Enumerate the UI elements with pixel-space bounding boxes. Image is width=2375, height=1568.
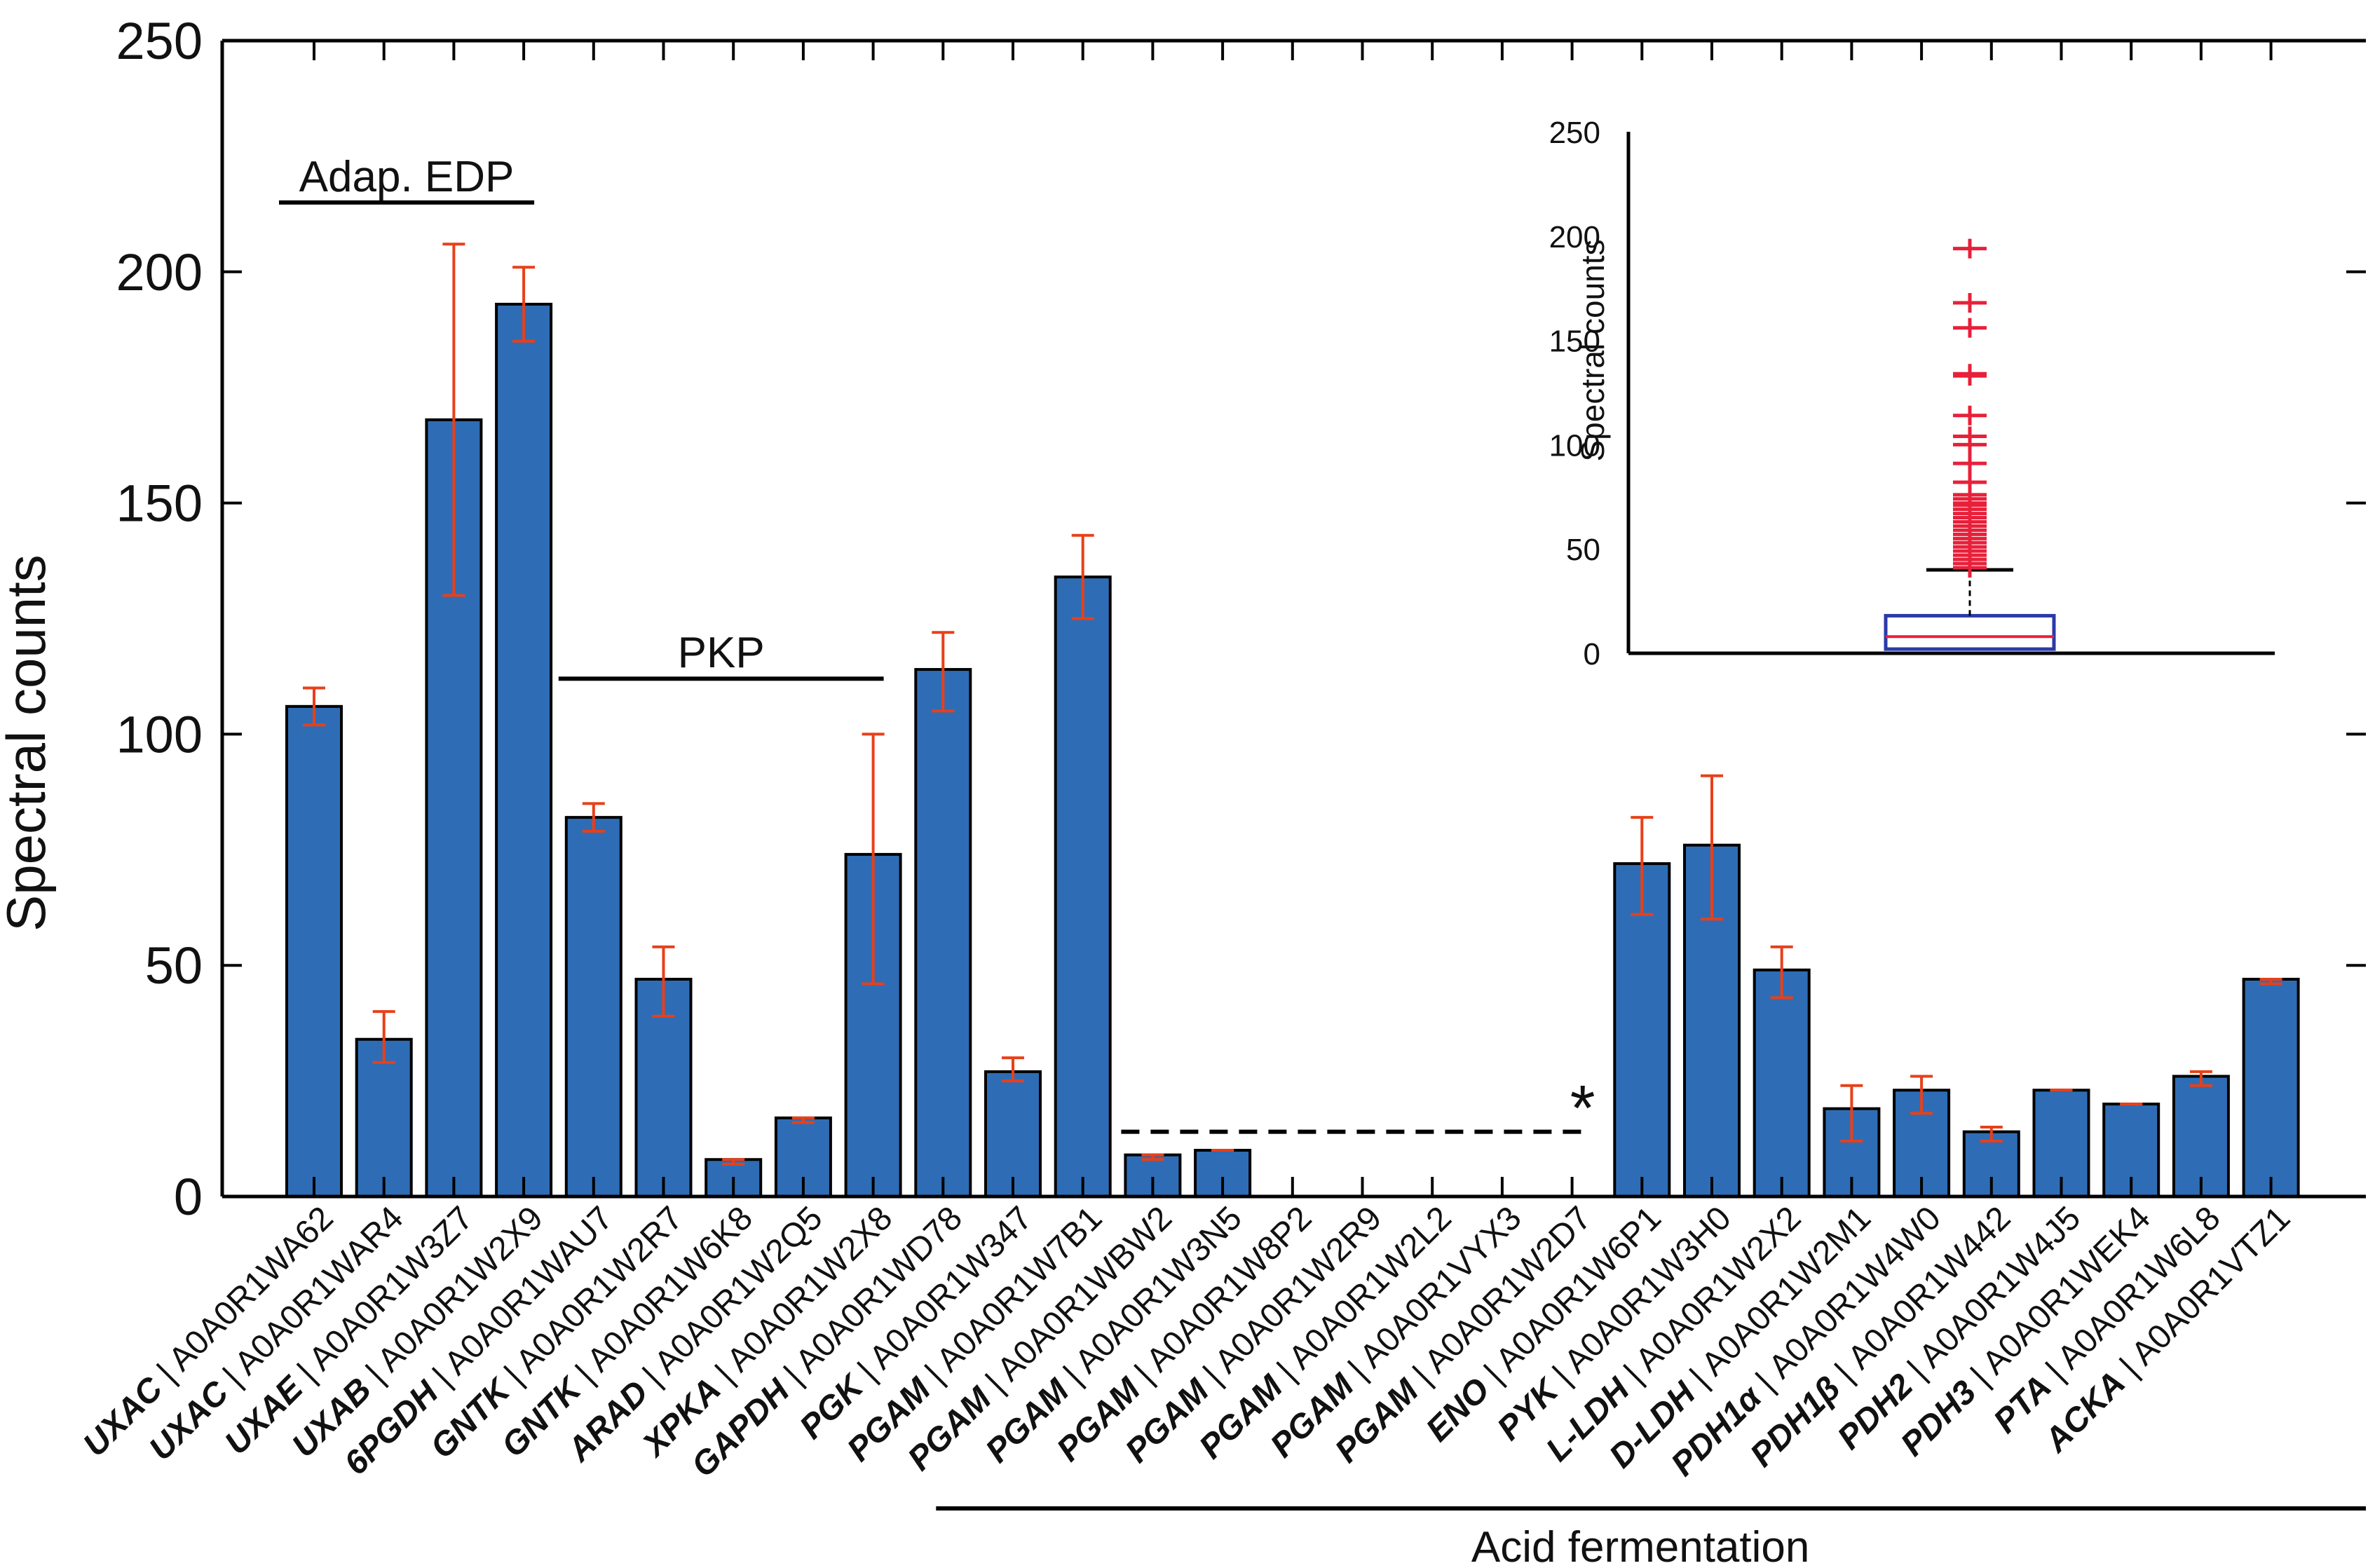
- y-tick-label: 150: [116, 475, 203, 533]
- y-tick-label: 0: [174, 1168, 203, 1226]
- bar: [2242, 977, 2300, 1199]
- group-label: Adap. EDP: [299, 153, 515, 201]
- y-tick-label: 50: [145, 936, 203, 995]
- bar: [914, 668, 972, 1198]
- bar: [2172, 1075, 2230, 1199]
- inset-y-tick-label: 150: [1549, 325, 1600, 359]
- bar: [1054, 575, 1112, 1198]
- bar: [1753, 968, 1811, 1199]
- missing-asterisk: *: [1570, 1073, 1595, 1145]
- bar: [285, 704, 343, 1198]
- inset-y-tick-label: 0: [1584, 637, 1600, 671]
- y-axis-title: Spectral counts: [0, 554, 57, 932]
- inset-y-axis-title: Spectral counts: [1574, 239, 1611, 461]
- inset-y-tick-label: 200: [1549, 220, 1600, 254]
- y-tick-label: 100: [116, 705, 203, 763]
- bar: [355, 1037, 413, 1198]
- y-tick-label: 250: [116, 12, 203, 70]
- bar: [495, 302, 553, 1198]
- bar: [984, 1070, 1042, 1198]
- bar: [564, 816, 622, 1199]
- group-label: PKP: [678, 629, 765, 677]
- y-tick-label: 200: [116, 243, 203, 301]
- inset-y-tick-label: 100: [1549, 428, 1600, 463]
- inset-y-tick-label: 50: [1566, 533, 1600, 567]
- inset-y-tick-label: 250: [1549, 116, 1600, 150]
- bottom-group-label: Acid fermentation: [1471, 1523, 1809, 1568]
